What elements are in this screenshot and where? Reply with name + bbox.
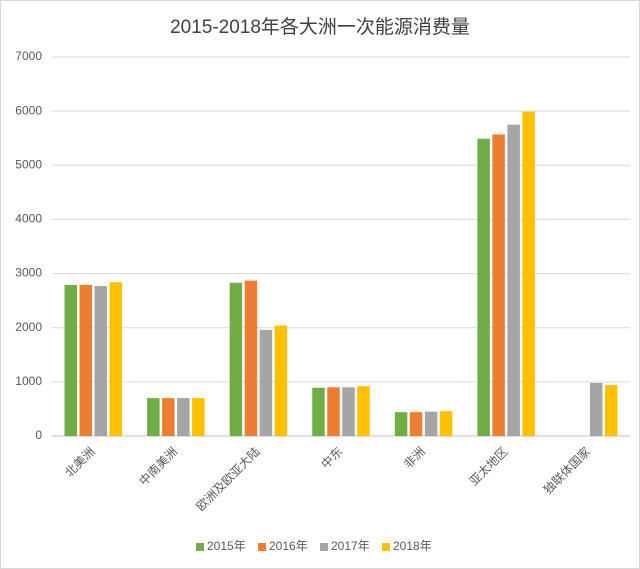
bar <box>244 280 258 436</box>
y-tick-label: 3000 <box>15 266 42 280</box>
y-tick-label: 7000 <box>15 49 42 63</box>
bar <box>477 138 490 436</box>
bar <box>79 284 93 436</box>
bar <box>507 124 520 436</box>
y-tick-label: 1000 <box>15 374 42 388</box>
bar <box>394 412 408 436</box>
bar <box>589 382 603 436</box>
legend-label: 2015年 <box>207 539 246 553</box>
bar <box>177 398 190 436</box>
bar <box>439 411 453 436</box>
legend-label: 2016年 <box>269 539 308 553</box>
bar <box>312 387 325 436</box>
chart-title: 2015-2018年各大洲一次能源消费量 <box>170 16 470 38</box>
y-tick-label: 0 <box>35 428 42 442</box>
bar <box>327 387 340 436</box>
bar <box>522 111 535 436</box>
legend-swatch <box>196 543 204 551</box>
bar <box>604 385 618 436</box>
y-tick-label: 6000 <box>15 103 42 117</box>
y-tick-label: 4000 <box>15 212 42 226</box>
bar <box>109 282 123 436</box>
bar <box>229 282 243 436</box>
bar <box>94 286 108 436</box>
bar <box>357 386 370 436</box>
bar <box>259 329 273 436</box>
bar <box>162 398 175 436</box>
bar <box>147 398 160 436</box>
legend-swatch <box>382 543 390 551</box>
bar <box>424 411 438 436</box>
legend-swatch <box>258 543 266 551</box>
bar <box>192 398 205 436</box>
bar <box>274 325 288 436</box>
legend-label: 2018年 <box>393 539 432 553</box>
bar <box>409 412 423 436</box>
bar <box>342 387 355 436</box>
legend-label: 2017年 <box>331 539 370 553</box>
bar <box>64 284 78 436</box>
y-tick-label: 5000 <box>15 157 42 171</box>
legend-swatch <box>320 543 328 551</box>
y-tick-label: 2000 <box>15 320 42 334</box>
bar <box>492 134 505 436</box>
